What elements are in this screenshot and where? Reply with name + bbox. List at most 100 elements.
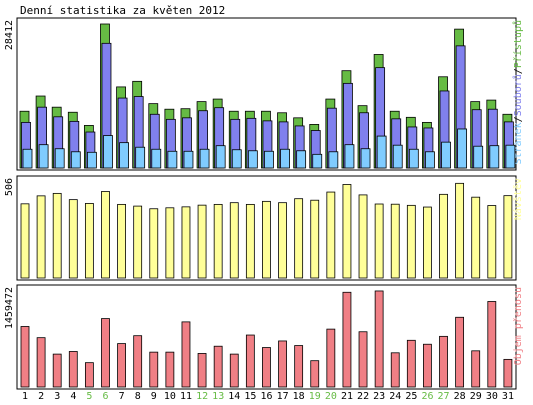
x-tick-label: 28 bbox=[454, 391, 466, 402]
legend-entry: Přístupů bbox=[512, 20, 524, 68]
bar-stranek-day-1 bbox=[22, 148, 33, 169]
bar-visits-day-27 bbox=[439, 193, 448, 279]
bar-stranek-day-30 bbox=[489, 145, 500, 169]
bar-visits-day-15 bbox=[245, 203, 255, 279]
x-tick-label: 14 bbox=[228, 391, 240, 402]
bar-stranek-day-4 bbox=[70, 151, 81, 169]
bar-stranek-day-7 bbox=[119, 142, 129, 169]
bar-stranek-day-16 bbox=[264, 150, 274, 169]
x-tick-label: 6 bbox=[103, 391, 109, 402]
x-tick-label: 18 bbox=[293, 391, 305, 402]
bar-visits-day-1 bbox=[20, 203, 30, 279]
bar-stranek-day-19 bbox=[312, 153, 323, 169]
bar-volume-day-16 bbox=[262, 347, 271, 388]
bar-stranek-day-2 bbox=[38, 144, 49, 169]
bar-volume-day-14 bbox=[229, 353, 239, 388]
bar-visits-day-3 bbox=[52, 192, 62, 279]
legend-entry: / bbox=[513, 68, 524, 74]
x-tick-label: 24 bbox=[389, 391, 401, 402]
bar-visits-day-20 bbox=[326, 191, 336, 279]
bar-volume-day-12 bbox=[197, 353, 207, 388]
bar-volume-day-31 bbox=[503, 358, 513, 388]
bar-volume-day-20 bbox=[326, 328, 336, 388]
legend-entry: Souborů bbox=[512, 74, 524, 116]
bar-stranek-day-8 bbox=[135, 146, 146, 169]
bar-volume-day-7 bbox=[117, 343, 126, 388]
x-tick-label: 13 bbox=[212, 391, 224, 402]
bar-volume-day-21 bbox=[342, 291, 352, 388]
bar-volume-day-2 bbox=[36, 337, 46, 388]
x-tick-label: 7 bbox=[119, 391, 125, 402]
x-tick-label: 11 bbox=[180, 391, 192, 402]
bar-volume-day-23 bbox=[374, 290, 384, 388]
bar-visits-day-12 bbox=[197, 204, 207, 279]
bar-volume-day-4 bbox=[68, 351, 78, 388]
x-tick-label: 27 bbox=[438, 391, 450, 402]
bar-volume-day-24 bbox=[390, 352, 400, 388]
bar-stranek-day-24 bbox=[392, 144, 403, 169]
bar-volume-day-10 bbox=[165, 351, 175, 388]
bar-stranek-day-5 bbox=[86, 151, 97, 169]
bar-visits-day-10 bbox=[165, 207, 175, 279]
bar-volume-day-8 bbox=[133, 335, 143, 388]
bar-stranek-day-26 bbox=[425, 151, 435, 169]
bar-volume-day-5 bbox=[84, 362, 94, 388]
bar-volume-day-15 bbox=[245, 334, 255, 388]
x-tick-labels: 1 2 3 4 5 6 7 8 9 10 11 12 13 14 15 16 17 18 19 20 21 22 23 24 2… bbox=[22, 391, 514, 402]
bar-visits-day-5 bbox=[84, 203, 94, 279]
bar-stranek-day-14 bbox=[231, 149, 242, 169]
x-tick-label: 4 bbox=[70, 391, 76, 402]
bar-visits-day-6 bbox=[101, 191, 110, 279]
bar-stranek-day-18 bbox=[296, 150, 307, 169]
bar-stranek-day-11 bbox=[183, 150, 194, 169]
legend-entry: Objem přenosu bbox=[512, 287, 524, 365]
bar-visits-day-18 bbox=[294, 198, 304, 279]
bar-visits-day-24 bbox=[390, 203, 400, 279]
bar-stranek-day-31 bbox=[505, 144, 516, 169]
chart-title: Denní statistika za květen 2012 bbox=[20, 4, 225, 17]
bar-stranek-day-22 bbox=[360, 148, 371, 169]
panel-volume: 1459472 Objem přenosu bbox=[4, 284, 524, 390]
bar-visits-day-28 bbox=[455, 182, 465, 279]
panel-visits: 506 Návštěv bbox=[4, 175, 524, 281]
bar-volume-day-22 bbox=[358, 331, 368, 388]
legend-entry: Návštěv bbox=[512, 178, 524, 220]
bar-visits-day-11 bbox=[181, 206, 191, 279]
bar-visits-day-29 bbox=[471, 196, 481, 279]
x-tick-label: 25 bbox=[405, 391, 417, 402]
bar-stranek-day-27 bbox=[441, 141, 451, 169]
bar-volume-day-28 bbox=[455, 316, 465, 388]
x-tick-label: 19 bbox=[309, 391, 321, 402]
x-tick-label: 16 bbox=[260, 391, 272, 402]
x-tick-label: 22 bbox=[357, 391, 369, 402]
bar-visits-day-7 bbox=[117, 203, 126, 279]
panel-max-label: 1459472 bbox=[4, 287, 15, 329]
legend-entry: / bbox=[513, 116, 524, 122]
bar-stranek-day-29 bbox=[473, 145, 484, 169]
bar-visits-day-8 bbox=[133, 205, 143, 279]
bar-volume-day-18 bbox=[294, 345, 304, 388]
bar-visits-day-2 bbox=[36, 195, 46, 279]
bar-volume-day-29 bbox=[471, 350, 481, 388]
x-tick-label: 30 bbox=[486, 391, 498, 402]
bar-stranek-day-28 bbox=[457, 128, 468, 169]
bar-stranek-day-17 bbox=[280, 148, 290, 169]
x-tick-label: 15 bbox=[244, 391, 256, 402]
bar-volume-day-30 bbox=[487, 301, 497, 388]
bar-visits-day-26 bbox=[423, 206, 432, 279]
x-tick-label: 23 bbox=[373, 391, 385, 402]
bar-stranek-day-15 bbox=[247, 150, 258, 169]
panel-max-label: 28412 bbox=[4, 20, 15, 50]
bar-volume-day-25 bbox=[406, 339, 416, 388]
bar-volume-day-9 bbox=[149, 351, 159, 388]
x-tick-label: 21 bbox=[341, 391, 353, 402]
bar-volume-day-1 bbox=[20, 326, 30, 388]
bar-visits-day-21 bbox=[342, 184, 352, 279]
bar-visits-day-14 bbox=[229, 202, 239, 279]
x-tick-label: 9 bbox=[151, 391, 157, 402]
bar-volume-day-26 bbox=[423, 343, 432, 388]
bar-visits-day-17 bbox=[278, 202, 287, 279]
bar-stranek-day-6 bbox=[103, 135, 113, 169]
